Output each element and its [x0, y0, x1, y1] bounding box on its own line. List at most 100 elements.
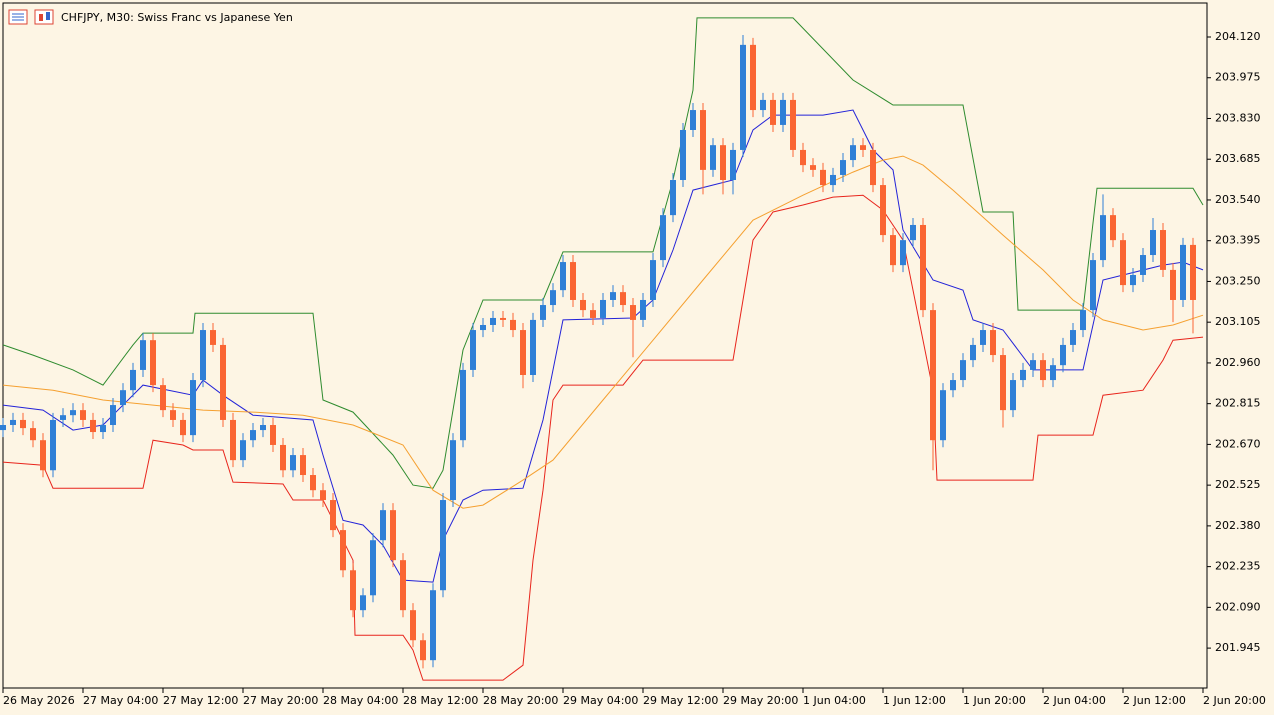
candle-body — [680, 129, 686, 181]
candle-body — [730, 149, 736, 181]
candle-body — [560, 262, 566, 291]
candle-body — [710, 145, 716, 170]
candle-body — [110, 405, 116, 426]
candle-body — [210, 330, 216, 345]
candle-body — [410, 610, 416, 641]
candle-body — [1050, 365, 1056, 381]
candle-body — [800, 149, 806, 166]
candle-body — [1010, 380, 1016, 411]
candle-body — [290, 455, 296, 471]
candle-body — [500, 317, 506, 320]
indicator-line — [2, 194, 1204, 681]
candle-body — [340, 530, 346, 571]
candle-body — [200, 330, 206, 381]
candle-body — [90, 419, 96, 433]
candle-body — [260, 425, 266, 431]
candle-body — [900, 240, 906, 266]
x-tick-label: 1 Jun 12:00 — [883, 694, 946, 707]
y-tick-label: 202.380 — [1215, 519, 1261, 532]
x-tick-label: 2 Jun 04:00 — [1043, 694, 1106, 707]
indicator-line — [2, 17, 1204, 489]
candle-body — [230, 419, 236, 461]
y-tick-label: 203.105 — [1215, 315, 1261, 328]
candle-body — [1160, 230, 1166, 270]
candle-body — [890, 235, 896, 266]
x-tick-label: 27 May 04:00 — [83, 694, 158, 707]
candle-body — [910, 224, 916, 241]
candle-body — [820, 169, 826, 186]
candle-body — [460, 369, 466, 441]
candle-body — [240, 440, 246, 461]
icon — [46, 12, 50, 20]
x-tick-label: 27 May 12:00 — [163, 694, 238, 707]
candle-body — [700, 110, 706, 170]
candle-body — [620, 292, 626, 306]
candle-body — [1130, 274, 1136, 286]
y-tick-label: 202.960 — [1215, 356, 1261, 369]
indicator-line — [2, 109, 1204, 583]
candle-body — [1150, 230, 1156, 256]
candle-body — [1060, 344, 1066, 366]
candle-body — [600, 299, 606, 318]
candle-body — [470, 330, 476, 370]
candle-body — [960, 360, 966, 381]
candle-body — [870, 149, 876, 186]
candle-body — [1040, 360, 1046, 381]
candle-body — [920, 224, 926, 311]
y-tick-label: 203.250 — [1215, 274, 1261, 287]
candle-body — [810, 165, 816, 170]
x-tick-label: 28 May 04:00 — [323, 694, 398, 707]
x-tick-label: 2 Jun 12:00 — [1123, 694, 1186, 707]
candle-body — [610, 292, 616, 300]
y-tick-label: 202.090 — [1215, 600, 1261, 613]
candle-body — [860, 145, 866, 150]
x-tick-label: 26 May 2026 — [3, 694, 75, 707]
candle-body — [480, 324, 486, 331]
candle-body — [640, 299, 646, 320]
y-tick-label: 203.395 — [1215, 234, 1261, 247]
candle-body — [630, 305, 636, 320]
y-tick-label: 203.685 — [1215, 152, 1261, 165]
chart-icons — [8, 9, 54, 25]
chart-title: CHFJPY, M30: Swiss Franc vs Japanese Yen — [61, 11, 293, 24]
candle-body — [970, 344, 976, 361]
y-tick-label: 202.525 — [1215, 478, 1261, 491]
candle-body — [320, 490, 326, 501]
candle-body — [40, 440, 46, 471]
candle-body — [840, 160, 846, 175]
x-tick-label: 27 May 20:00 — [243, 694, 318, 707]
x-tick-label: 28 May 20:00 — [483, 694, 558, 707]
candle-body — [330, 500, 336, 531]
candle-body — [190, 380, 196, 436]
y-tick-label: 201.945 — [1215, 641, 1261, 654]
candle-body — [420, 640, 426, 661]
candle-body — [350, 570, 356, 611]
candle-body — [660, 215, 666, 261]
candle-body — [1080, 310, 1086, 331]
candle-body — [360, 595, 366, 611]
candle-body — [310, 475, 316, 491]
candle-body — [270, 425, 276, 445]
candle-body — [70, 410, 76, 416]
candle-body — [1100, 215, 1106, 261]
indicator-line — [2, 155, 1204, 509]
y-tick-label: 202.670 — [1215, 437, 1261, 450]
candle-body — [580, 299, 586, 311]
candle-body — [20, 419, 26, 429]
candle-body — [750, 44, 756, 111]
candle-body — [120, 390, 126, 406]
candle-body — [520, 330, 526, 376]
x-tick-label: 29 May 20:00 — [723, 694, 798, 707]
candle-body — [170, 410, 176, 420]
candle-body — [650, 260, 656, 300]
candle-body — [740, 44, 746, 150]
candle-body — [880, 185, 886, 236]
candle-body — [280, 444, 286, 471]
candle-body — [430, 590, 436, 661]
candle-body — [1070, 330, 1076, 345]
candle-body — [1030, 360, 1036, 370]
candle-body — [940, 390, 946, 441]
candle-body — [1120, 240, 1126, 286]
